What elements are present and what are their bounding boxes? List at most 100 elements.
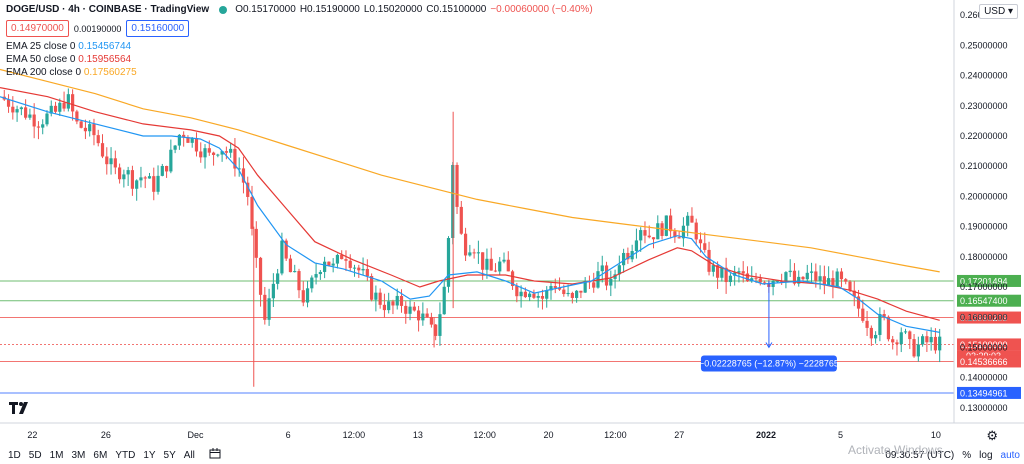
price-level-label: 0.15100000	[960, 340, 1008, 350]
candle-body	[293, 271, 297, 273]
candle-body	[741, 271, 745, 274]
candle-body	[485, 258, 489, 270]
candle-body	[199, 151, 203, 158]
candle-body	[609, 278, 613, 286]
y-tick-label: 0.23000000	[960, 101, 1008, 111]
candle-body	[929, 336, 933, 343]
candle-body	[194, 138, 199, 152]
range-1y[interactable]: 1Y	[143, 449, 156, 461]
currency-select[interactable]: USD ▾	[979, 4, 1018, 19]
candle-body	[177, 134, 181, 146]
range-6m[interactable]: 6M	[93, 449, 108, 461]
symbol-row: DOGE/USD · 4h · COINBASE · TradingView O…	[6, 4, 593, 15]
calendar-icon[interactable]	[209, 448, 221, 462]
candle-body	[331, 263, 335, 266]
candle-body	[357, 267, 361, 271]
candle-body	[724, 267, 728, 283]
indicator-ema25[interactable]: EMA 25 close 0 0.15456744	[6, 41, 132, 52]
candle-body	[459, 206, 463, 234]
candle-body	[327, 261, 331, 266]
candle-body	[502, 259, 506, 262]
candle-body	[421, 313, 425, 321]
chart-legend: DOGE/USD · 4h · COINBASE · TradingView O…	[6, 4, 593, 79]
sell-button[interactable]: 0.14970000	[6, 20, 69, 37]
candle-body	[536, 295, 540, 298]
time-readout[interactable]: 09:30:57 (UTC)	[885, 449, 955, 461]
candle-body	[510, 271, 515, 287]
candle-body	[737, 271, 741, 273]
candle-body	[651, 237, 656, 240]
candle-body	[126, 170, 130, 175]
candle-body	[720, 267, 724, 278]
ohlc-change: −0.00060000 (−0.40%)	[490, 4, 593, 15]
candle-body	[668, 215, 673, 232]
candle-body	[348, 260, 352, 268]
candle-body	[814, 271, 818, 281]
candle-body	[549, 286, 553, 291]
candle-body	[297, 271, 301, 291]
candle-body	[207, 148, 211, 153]
candle-body	[190, 138, 194, 143]
range-3m[interactable]: 3M	[71, 449, 86, 461]
gear-icon[interactable]: ⚙	[986, 428, 998, 443]
candle-body	[818, 276, 822, 281]
indicator-ema50[interactable]: EMA 50 close 0 0.15956564	[6, 54, 132, 65]
candle-body	[865, 320, 869, 328]
candle-body	[438, 314, 442, 336]
candle-body	[15, 109, 19, 113]
range-5d[interactable]: 5D	[28, 449, 42, 461]
candle-body	[88, 124, 92, 132]
price-level-badge	[957, 338, 1021, 351]
candle-body	[374, 292, 378, 300]
percent-toggle[interactable]: %	[962, 449, 972, 461]
candle-body	[224, 151, 228, 153]
range-1m[interactable]: 1M	[49, 449, 64, 461]
candle-body	[583, 280, 587, 293]
candle-body	[805, 272, 809, 280]
candle-body	[481, 252, 485, 270]
indicator-ema200[interactable]: EMA 200 close 0 0.17560275	[6, 67, 137, 78]
candle-body	[32, 114, 36, 127]
candle-body	[528, 293, 532, 298]
y-tick-label: 0.18000000	[960, 252, 1008, 262]
x-tick-label: 27	[674, 430, 684, 440]
candle-body	[498, 261, 502, 272]
candle-body	[831, 278, 835, 287]
candle-body	[639, 230, 643, 241]
candle-body	[442, 286, 446, 315]
candle-body	[733, 272, 737, 276]
candle-body	[728, 275, 732, 283]
range-5y[interactable]: 5Y	[163, 449, 176, 461]
candle-body	[6, 99, 11, 107]
candle-body	[53, 105, 58, 112]
y-tick-label: 0.15000000	[960, 342, 1008, 352]
candle-body	[173, 145, 177, 150]
candle-body	[233, 148, 237, 169]
price-chart[interactable]: 0.17201494 0.16547400 0.15990209 0.15100000…	[0, 0, 1024, 446]
candle-body	[493, 270, 498, 272]
candle-body	[412, 306, 416, 311]
candle-body	[143, 177, 147, 179]
log-toggle[interactable]: log	[979, 449, 993, 461]
candle-body	[378, 292, 382, 305]
candle-body	[62, 102, 66, 109]
candle-body	[211, 152, 216, 155]
price-level-label: 0.16547400	[960, 296, 1008, 306]
market-status-icon	[219, 5, 228, 14]
symbol-label[interactable]: DOGE/USD · 4h · COINBASE · TradingView	[6, 4, 210, 15]
range-all[interactable]: All	[183, 449, 195, 461]
candle-body	[160, 165, 164, 176]
candle-body	[186, 137, 190, 143]
buy-button[interactable]: 0.15160000	[126, 20, 190, 37]
y-tick-label: 0.25000000	[960, 40, 1008, 50]
range-ytd[interactable]: YTD	[115, 449, 136, 461]
range-1d[interactable]: 1D	[8, 449, 21, 461]
candle-body	[711, 265, 715, 272]
candle-body	[24, 107, 28, 118]
candle-body	[715, 265, 720, 278]
auto-toggle[interactable]: auto	[1000, 449, 1020, 461]
ema25-line	[0, 96, 940, 333]
candle-body	[891, 339, 895, 343]
candle-body	[933, 336, 938, 351]
candle-body	[617, 265, 621, 275]
